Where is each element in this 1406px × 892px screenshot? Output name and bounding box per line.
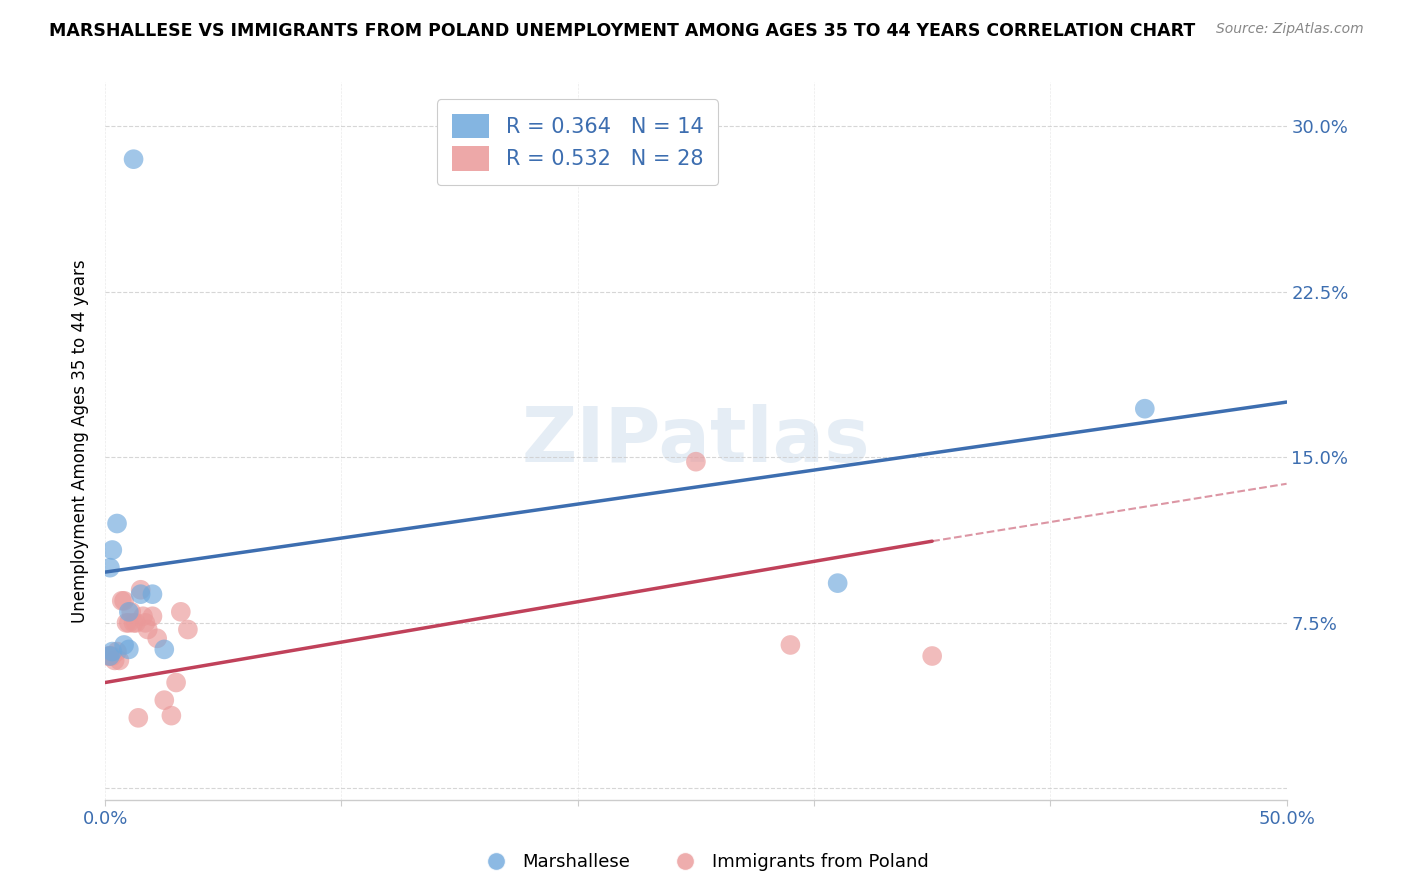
Point bbox=[98, 648, 121, 663]
Point bbox=[165, 675, 187, 690]
Point bbox=[101, 648, 124, 663]
Point bbox=[170, 605, 193, 619]
Point bbox=[827, 576, 849, 591]
Point bbox=[112, 594, 135, 608]
Point bbox=[122, 152, 145, 166]
Point bbox=[136, 623, 159, 637]
Text: Source: ZipAtlas.com: Source: ZipAtlas.com bbox=[1216, 22, 1364, 37]
Point bbox=[105, 516, 128, 531]
Point bbox=[98, 648, 121, 663]
Point bbox=[105, 644, 128, 658]
Point bbox=[104, 653, 127, 667]
Point bbox=[118, 615, 141, 630]
Point bbox=[177, 623, 200, 637]
Point bbox=[112, 638, 135, 652]
Point bbox=[1133, 401, 1156, 416]
Point bbox=[132, 609, 155, 624]
Point bbox=[97, 648, 120, 663]
Point bbox=[101, 644, 124, 658]
Point bbox=[115, 615, 138, 630]
Point bbox=[141, 609, 163, 624]
Point bbox=[153, 693, 176, 707]
Point bbox=[122, 615, 145, 630]
Text: ZIPatlas: ZIPatlas bbox=[522, 404, 870, 478]
Point bbox=[129, 582, 152, 597]
Point bbox=[160, 708, 183, 723]
Point bbox=[98, 560, 121, 574]
Point bbox=[127, 711, 149, 725]
Point bbox=[153, 642, 176, 657]
Point bbox=[134, 615, 156, 630]
Text: MARSHALLESE VS IMMIGRANTS FROM POLAND UNEMPLOYMENT AMONG AGES 35 TO 44 YEARS COR: MARSHALLESE VS IMMIGRANTS FROM POLAND UN… bbox=[49, 22, 1195, 40]
Point bbox=[120, 605, 142, 619]
Point bbox=[146, 632, 169, 646]
Point bbox=[101, 543, 124, 558]
Point bbox=[779, 638, 801, 652]
Point bbox=[118, 642, 141, 657]
Point bbox=[125, 615, 148, 630]
Point bbox=[141, 587, 163, 601]
Point bbox=[129, 587, 152, 601]
Point bbox=[108, 653, 131, 667]
Legend: Marshallese, Immigrants from Poland: Marshallese, Immigrants from Poland bbox=[470, 847, 936, 879]
Y-axis label: Unemployment Among Ages 35 to 44 years: Unemployment Among Ages 35 to 44 years bbox=[72, 259, 89, 623]
Point bbox=[118, 605, 141, 619]
Legend: R = 0.364   N = 14, R = 0.532   N = 28: R = 0.364 N = 14, R = 0.532 N = 28 bbox=[437, 100, 718, 186]
Point bbox=[921, 648, 943, 663]
Point bbox=[111, 594, 134, 608]
Point bbox=[685, 455, 707, 469]
